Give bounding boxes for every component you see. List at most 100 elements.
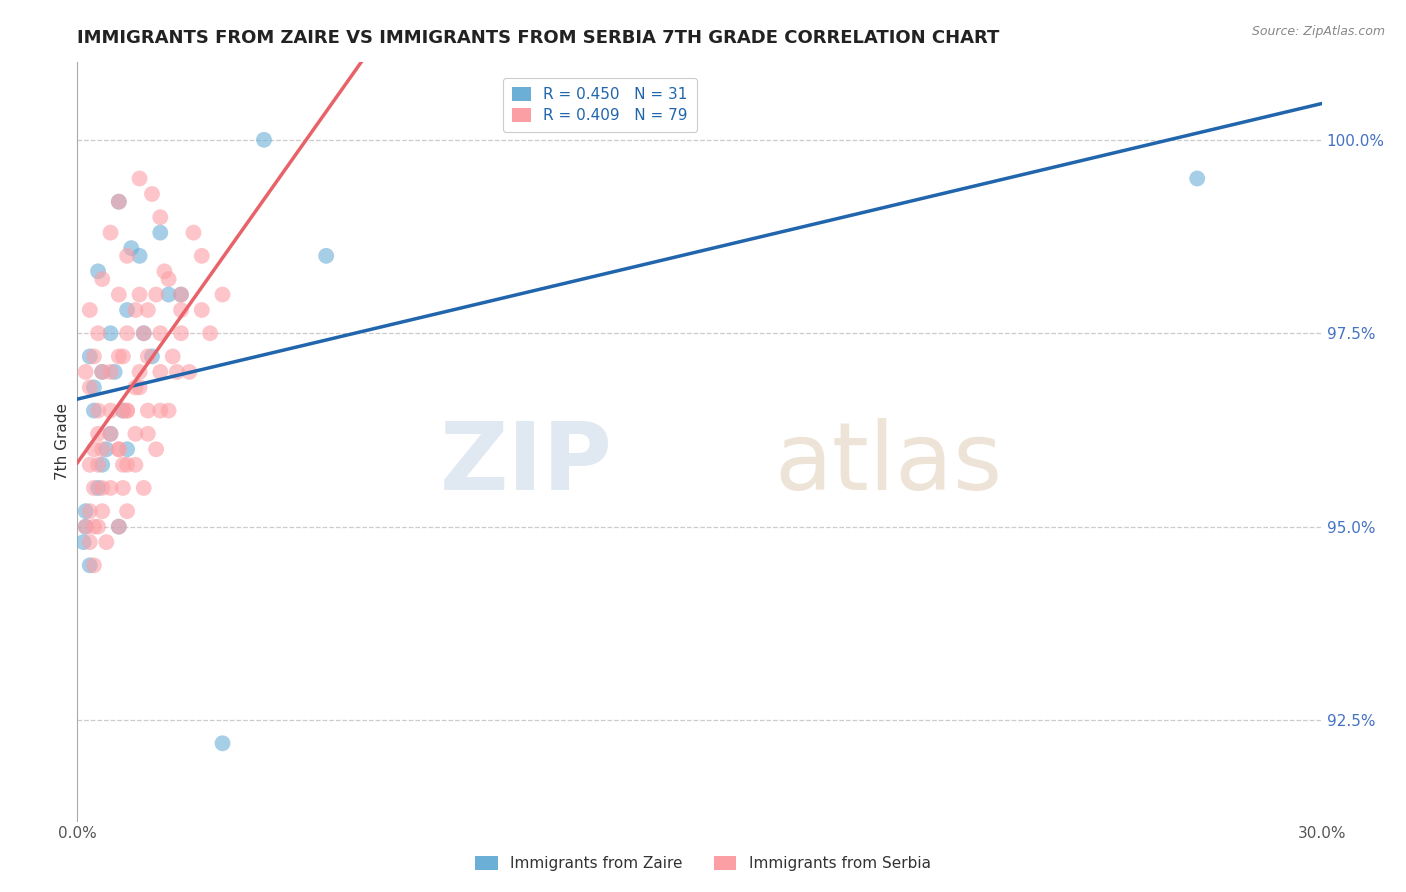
Point (100, 326, 122, 341)
Point (111, 403, 134, 417)
Point (115, 303, 138, 318)
Point (96, 442, 118, 457)
Point (149, 403, 172, 417)
Point (149, 210, 172, 224)
Legend: R = 0.450   N = 31, R = 0.409   N = 79: R = 0.450 N = 31, R = 0.409 N = 79 (503, 78, 696, 132)
Text: IMMIGRANTS FROM ZAIRE VS IMMIGRANTS FROM SERBIA 7TH GRADE CORRELATION CHART: IMMIGRANTS FROM ZAIRE VS IMMIGRANTS FROM… (77, 29, 1000, 47)
Point (132, 326, 155, 341)
Point (170, 326, 193, 341)
Point (91, 365, 114, 379)
Point (87, 403, 110, 417)
Point (100, 365, 122, 379)
Point (124, 426, 146, 441)
Point (166, 365, 188, 379)
Point (115, 249, 138, 263)
Point (111, 481, 134, 495)
Point (91, 504, 114, 518)
Point (72, 535, 94, 549)
Point (315, 249, 337, 263)
Point (132, 481, 155, 495)
Point (107, 442, 129, 457)
Text: atlas: atlas (775, 418, 1002, 510)
Point (79, 535, 101, 549)
Point (253, 133, 276, 147)
Point (115, 504, 138, 518)
Point (136, 303, 159, 318)
Point (190, 303, 214, 318)
Point (87, 264, 110, 278)
Point (75, 365, 97, 379)
Point (107, 519, 129, 533)
Point (183, 226, 205, 240)
Point (100, 403, 122, 417)
Point (115, 403, 138, 417)
Point (170, 303, 193, 318)
Point (79, 504, 101, 518)
Point (211, 736, 233, 750)
Point (87, 481, 110, 495)
Point (83, 519, 105, 533)
Point (128, 249, 150, 263)
Point (83, 558, 105, 573)
Point (83, 380, 105, 394)
Point (153, 264, 176, 278)
Point (128, 287, 150, 301)
Text: Source: ZipAtlas.com: Source: ZipAtlas.com (1251, 25, 1385, 38)
Point (115, 458, 138, 472)
Legend: Immigrants from Zaire, Immigrants from Serbia: Immigrants from Zaire, Immigrants from S… (470, 850, 936, 877)
Point (83, 350, 105, 364)
Point (83, 442, 105, 457)
Point (87, 426, 110, 441)
Point (75, 519, 97, 533)
Point (79, 350, 101, 364)
Point (107, 442, 129, 457)
Point (100, 426, 122, 441)
Point (91, 365, 114, 379)
Point (145, 287, 167, 301)
Point (100, 426, 122, 441)
Point (87, 326, 110, 341)
Point (75, 519, 97, 533)
Point (149, 326, 172, 341)
Point (79, 458, 101, 472)
Point (79, 303, 101, 318)
Point (107, 519, 129, 533)
Point (128, 380, 150, 394)
Point (87, 458, 110, 472)
Point (83, 481, 105, 495)
Point (157, 403, 180, 417)
Y-axis label: 7th Grade: 7th Grade (55, 403, 70, 480)
Point (1185, 171, 1208, 186)
Point (157, 272, 180, 286)
Point (91, 481, 114, 495)
Point (211, 287, 233, 301)
Point (79, 558, 101, 573)
Point (104, 365, 127, 379)
Point (87, 519, 110, 533)
Point (107, 194, 129, 209)
Text: ZIP: ZIP (440, 418, 613, 510)
Point (170, 287, 193, 301)
Point (179, 365, 201, 379)
Point (115, 403, 138, 417)
Point (107, 350, 129, 364)
Point (145, 442, 167, 457)
Point (91, 458, 114, 472)
Point (170, 287, 193, 301)
Point (75, 504, 97, 518)
Point (96, 535, 118, 549)
Point (136, 426, 159, 441)
Point (136, 350, 159, 364)
Point (115, 326, 138, 341)
Point (141, 350, 163, 364)
Point (128, 365, 150, 379)
Point (107, 287, 129, 301)
Point (100, 226, 122, 240)
Point (124, 303, 146, 318)
Point (91, 272, 114, 286)
Point (91, 442, 114, 457)
Point (132, 326, 155, 341)
Point (83, 403, 105, 417)
Point (162, 350, 184, 364)
Point (111, 350, 134, 364)
